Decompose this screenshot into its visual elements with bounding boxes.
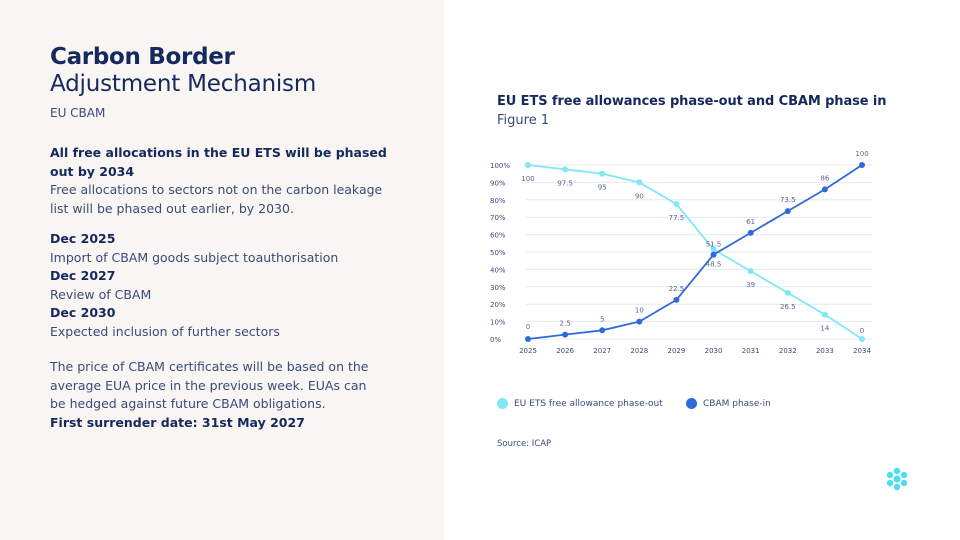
- data-label: 2.5: [560, 320, 571, 328]
- y-tick-label: 40%: [490, 266, 506, 274]
- legend-item-phase-out: EU ETS free allowance phase-out: [497, 398, 663, 409]
- data-label: 61: [746, 218, 755, 226]
- surrender-date: First surrender date: 31st May 2027: [50, 414, 305, 430]
- data-point-phase-out: [784, 289, 791, 296]
- page-title: Carbon Border: [50, 44, 235, 70]
- data-point-phase-out: [673, 201, 680, 208]
- data-label: 14: [820, 325, 829, 333]
- y-tick-label: 80%: [490, 197, 506, 205]
- data-point-phase-out: [821, 311, 828, 318]
- timeline-text: Import of CBAM goods subject toauthorisa…: [50, 249, 339, 265]
- y-tick-label: 70%: [490, 214, 506, 222]
- data-point-phase-out: [710, 246, 717, 253]
- price-block: The price of CBAM certificates will be b…: [50, 358, 385, 432]
- legend-item-phase-in: CBAM phase-in: [686, 398, 771, 409]
- data-label: 90: [635, 192, 644, 200]
- data-label: 39: [746, 281, 755, 289]
- x-tick-label: 2034: [853, 347, 871, 355]
- data-point-phase-in: [821, 186, 828, 193]
- data-label: 5: [600, 315, 604, 323]
- data-label: 51.5: [706, 240, 722, 248]
- data-point-phase-out: [562, 166, 569, 173]
- data-point-phase-out: [525, 162, 531, 168]
- data-point-phase-out: [859, 336, 865, 342]
- data-label: 48.5: [706, 261, 722, 269]
- x-tick-label: 2028: [630, 347, 648, 355]
- page-title-secondary: Adjustment Mechanism: [50, 71, 317, 97]
- phase-out-text: Free allocations to sectors not on the c…: [50, 182, 383, 216]
- data-point-phase-in: [525, 336, 531, 342]
- x-tick-label: 2030: [705, 347, 723, 355]
- data-label: 97.5: [557, 179, 573, 187]
- line-chart: 0% 10% 20% 30% 40% 50% 60% 70% 80% 90% 100% 2025 202…: [490, 150, 872, 355]
- timeline-date: Dec 2030: [50, 305, 116, 320]
- legend-label: CBAM phase-in: [703, 398, 771, 409]
- data-point-phase-in: [562, 331, 569, 338]
- timeline-text: Review of CBAM: [50, 286, 152, 302]
- x-tick-label: 2032: [779, 347, 797, 355]
- figure-title: EU ETS free allowances phase-out and CBA…: [497, 94, 887, 109]
- y-tick-label: 20%: [490, 301, 506, 309]
- data-point-phase-out: [747, 268, 754, 275]
- x-tick-label: 2031: [742, 347, 760, 355]
- data-point-phase-out: [636, 179, 643, 186]
- brand-logo-icon: [886, 467, 908, 491]
- data-point-phase-in: [673, 296, 680, 303]
- timeline-date: Dec 2027: [50, 268, 116, 283]
- x-tick-label: 2025: [519, 347, 537, 355]
- data-label: 73.5: [780, 196, 796, 204]
- price-text: The price of CBAM certificates will be b…: [50, 359, 369, 411]
- data-label: 0: [860, 327, 864, 335]
- figure-subtitle: Figure 1: [497, 113, 550, 128]
- data-point-phase-out: [599, 170, 606, 177]
- phase-out-block: All free allocations in the EU ETS will …: [50, 144, 390, 218]
- timeline-text: Expected inclusion of further sectors: [50, 323, 280, 339]
- data-label: 0: [526, 323, 530, 331]
- data-label: 86: [820, 174, 829, 182]
- legend-marker-phase-in: [686, 398, 697, 409]
- data-point-phase-in: [636, 318, 643, 325]
- y-tick-label: 60%: [490, 232, 506, 240]
- data-point-phase-in: [859, 162, 865, 168]
- series-line-phase-out: [527, 164, 863, 340]
- x-tick-label: 2027: [593, 347, 611, 355]
- source-note: Source: ICAP: [497, 439, 552, 449]
- left-panel: [0, 0, 444, 540]
- x-tick-label: 2029: [668, 347, 686, 355]
- data-label: 10: [635, 307, 644, 315]
- x-tick-label: 2026: [556, 347, 574, 355]
- timeline: Dec 2025 Import of CBAM goods subject to…: [50, 230, 390, 341]
- data-label: 26.5: [780, 303, 796, 311]
- page-subtitle: EU CBAM: [50, 106, 106, 120]
- x-tick-label: 2033: [816, 347, 834, 355]
- y-tick-label: 10%: [490, 319, 506, 327]
- data-point-phase-in: [784, 208, 791, 215]
- y-tick-label: 90%: [490, 179, 506, 187]
- data-point-phase-in: [747, 229, 754, 236]
- data-label: 22.5: [669, 285, 685, 293]
- data-label: 100: [521, 175, 534, 183]
- y-tick-label: 100%: [490, 162, 510, 170]
- data-point-phase-in: [710, 251, 717, 258]
- timeline-date: Dec 2025: [50, 231, 116, 246]
- y-tick-label: 30%: [490, 284, 506, 292]
- y-tick-label: 50%: [490, 249, 506, 257]
- data-point-phase-in: [599, 327, 606, 334]
- legend-marker-phase-out: [497, 398, 508, 409]
- data-label: 77.5: [669, 214, 685, 222]
- legend-label: EU ETS free allowance phase-out: [514, 398, 663, 409]
- phase-out-heading: All free allocations in the EU ETS will …: [50, 145, 387, 179]
- data-label: 100: [855, 150, 868, 158]
- y-tick-label: 0%: [490, 336, 501, 344]
- data-label: 95: [598, 184, 607, 192]
- series-line-phase-in: [527, 164, 863, 340]
